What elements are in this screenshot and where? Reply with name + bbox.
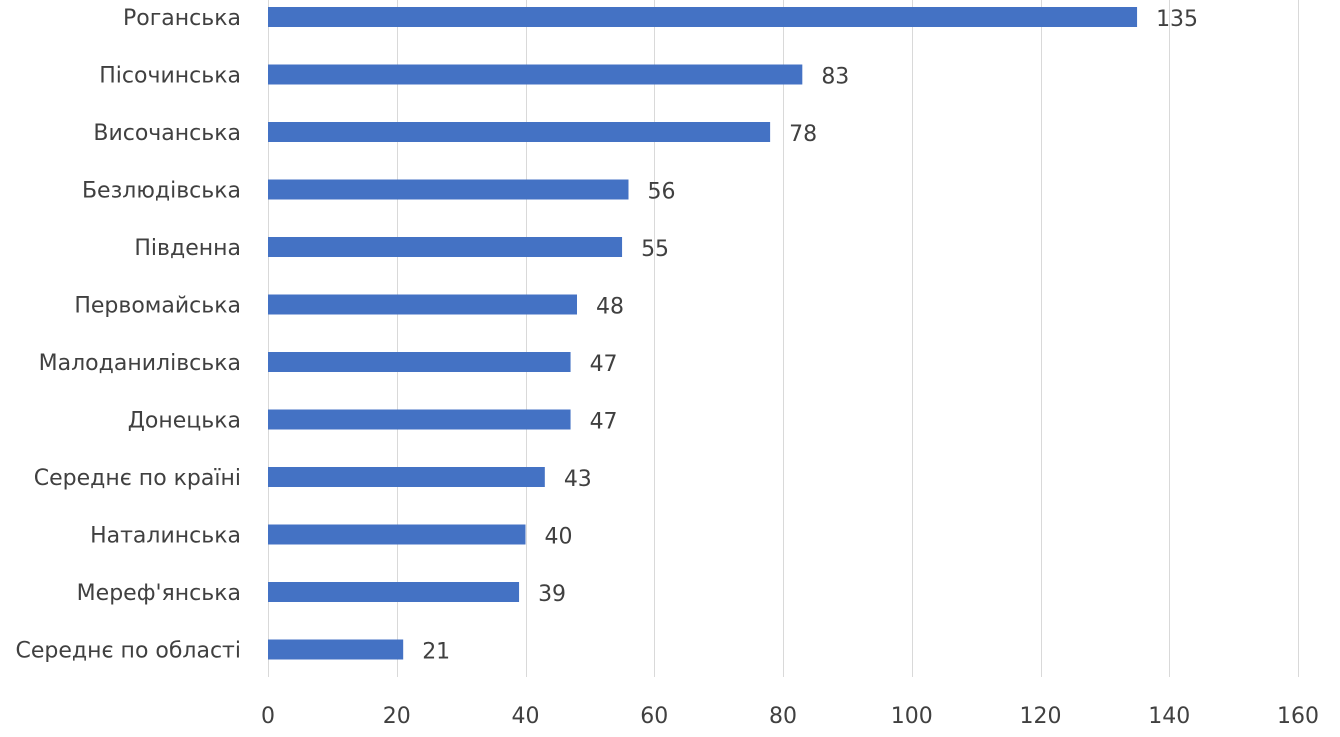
x-tick-label: 80 — [769, 704, 797, 729]
bar — [268, 294, 577, 315]
x-tick-label: 60 — [640, 704, 668, 729]
bar — [268, 352, 571, 372]
data-labels: 135 83 78 56 55 48 47 47 43 40 39 21 — [422, 7, 1198, 665]
x-axis-ticks: 0 20 40 60 80 100 120 140 160 — [261, 704, 1319, 729]
x-tick-label: 20 — [383, 704, 411, 729]
category-label: Первомайська — [74, 294, 241, 319]
x-tick-label: 100 — [891, 704, 933, 729]
x-tick-label: 160 — [1277, 704, 1319, 729]
bar — [268, 409, 571, 430]
category-label: Малоданилівська — [39, 351, 241, 376]
data-label: 47 — [590, 410, 618, 435]
data-label: 21 — [422, 640, 450, 665]
data-label: 56 — [648, 180, 676, 205]
category-label: Наталинська — [90, 524, 241, 549]
category-label: Височанська — [93, 121, 241, 146]
data-label: 55 — [641, 237, 669, 262]
bar — [268, 7, 1138, 27]
data-label: 43 — [564, 467, 592, 492]
gridlines — [268, 0, 1299, 677]
category-label: Мереф'янська — [77, 581, 241, 606]
bar — [268, 582, 520, 602]
x-tick-label: 40 — [512, 704, 540, 729]
x-tick-label: 120 — [1020, 704, 1062, 729]
category-label: Пісочинська — [99, 64, 241, 89]
bar — [268, 639, 404, 660]
category-labels: Роганська Пісочинська Височанська Безлюдівс… — [16, 6, 242, 664]
bar — [268, 64, 803, 85]
x-tick-label: 0 — [261, 704, 275, 729]
bar — [268, 467, 545, 487]
data-label: 83 — [821, 65, 849, 90]
bar — [268, 122, 771, 142]
bar — [268, 524, 526, 545]
bar — [268, 179, 629, 200]
category-label: Донецька — [128, 409, 241, 434]
data-label: 48 — [596, 295, 624, 320]
data-label: 39 — [538, 582, 566, 607]
bar — [268, 237, 623, 257]
data-label: 47 — [590, 352, 618, 377]
data-label: 40 — [545, 525, 573, 550]
data-label: 78 — [789, 122, 817, 147]
category-label: Середнє по області — [16, 639, 242, 664]
category-label: Безлюдівська — [82, 179, 241, 204]
data-label: 135 — [1156, 7, 1198, 32]
x-tick-label: 140 — [1148, 704, 1190, 729]
category-label: Південна — [134, 236, 241, 261]
category-label: Роганська — [123, 6, 241, 31]
category-label: Середнє по країні — [34, 466, 241, 491]
bars — [268, 7, 1138, 660]
